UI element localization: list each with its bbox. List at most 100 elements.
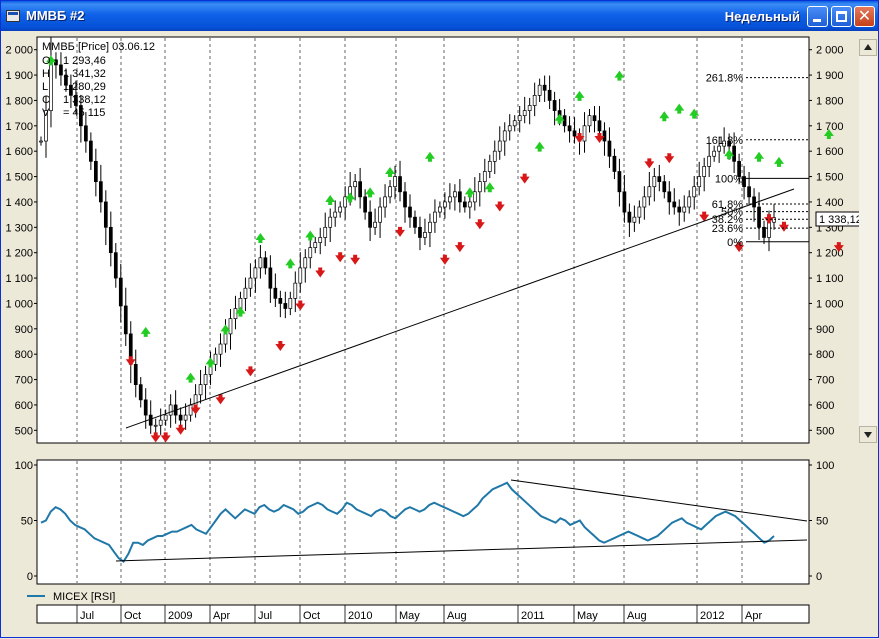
y-label-right: 900 bbox=[816, 324, 834, 336]
candle-body bbox=[747, 186, 751, 198]
candle-body bbox=[408, 206, 412, 218]
candle-body bbox=[273, 287, 278, 299]
candle-body bbox=[283, 303, 288, 309]
candle-body bbox=[203, 374, 208, 385]
candle-body bbox=[108, 226, 113, 254]
sell-signal-marker bbox=[519, 173, 530, 184]
fib-level-label: 23.6% bbox=[712, 223, 743, 235]
scroll-up-button[interactable] bbox=[859, 39, 877, 56]
buy-signal-marker bbox=[534, 141, 545, 152]
candle-body bbox=[293, 282, 298, 299]
candles bbox=[39, 37, 776, 438]
y-label-right: 500 bbox=[816, 425, 834, 437]
buy-signal-marker bbox=[773, 156, 784, 167]
candle-body bbox=[517, 115, 522, 122]
buy-signal-marker bbox=[325, 194, 336, 205]
candle-body bbox=[303, 257, 308, 269]
candle-body bbox=[527, 105, 532, 111]
fib-level-label: 161.8% bbox=[706, 135, 744, 147]
y-label-left: 800 bbox=[15, 349, 33, 361]
y-label-left: 1 200 bbox=[5, 248, 33, 260]
candle-body bbox=[378, 206, 382, 223]
candle-body bbox=[772, 217, 776, 223]
buy-signal-marker bbox=[674, 103, 685, 114]
candle-body bbox=[363, 196, 367, 213]
candle-body bbox=[333, 211, 338, 218]
y-label-left: 1 900 bbox=[5, 70, 33, 82]
title-bar[interactable]: ММВБ #2 Недельный ✕ bbox=[1, 1, 878, 31]
candle-body bbox=[118, 277, 123, 307]
candle-body bbox=[253, 267, 258, 279]
candle-body bbox=[183, 414, 188, 421]
candle-body bbox=[547, 89, 552, 101]
price-trend-line[interactable] bbox=[125, 188, 795, 429]
buy-signal-marker bbox=[385, 167, 396, 178]
sell-signal-marker bbox=[125, 356, 136, 367]
candle-body bbox=[233, 308, 238, 320]
maximize-button[interactable] bbox=[831, 6, 852, 27]
candle-body bbox=[612, 155, 617, 172]
chart-area[interactable]: Jul Oct 2009 Apr Jul Oct 2010 May Aug 2011 May Aug 2… bbox=[1, 31, 879, 639]
buy-signal-marker bbox=[689, 108, 700, 119]
time-label: Jul bbox=[80, 610, 94, 622]
y-label-right: 700 bbox=[816, 375, 834, 387]
sell-signal-marker bbox=[175, 424, 186, 435]
candle-body bbox=[597, 120, 602, 132]
rsi-panel[interactable] bbox=[36, 459, 810, 585]
candle-body bbox=[567, 125, 572, 132]
candle-body bbox=[163, 414, 168, 421]
candle-body bbox=[433, 211, 437, 223]
time-label: May bbox=[577, 610, 598, 622]
legend-value-l: 1 280,29 bbox=[63, 81, 106, 93]
rsi-label-left: 100 bbox=[15, 460, 33, 472]
candle-body bbox=[398, 176, 402, 193]
fib-level-label: 61.8% bbox=[712, 199, 743, 211]
candle-body bbox=[667, 191, 672, 203]
candle-body bbox=[313, 242, 318, 248]
sell-signal-marker bbox=[833, 242, 844, 253]
candle-body bbox=[213, 353, 218, 365]
fib-level-label: 100% bbox=[715, 173, 743, 185]
scroll-down-button[interactable] bbox=[859, 426, 877, 443]
candle-body bbox=[178, 414, 183, 421]
candle-body bbox=[133, 363, 138, 385]
rsi-support-line[interactable] bbox=[115, 539, 808, 562]
buy-signal-marker bbox=[464, 187, 475, 198]
candle-body bbox=[243, 287, 248, 299]
y-label-left: 1 500 bbox=[5, 172, 33, 184]
y-label-right: 1 800 bbox=[816, 95, 844, 107]
price-panel[interactable] bbox=[36, 36, 810, 444]
candle-body bbox=[223, 333, 228, 345]
legend-label-c: C bbox=[42, 94, 50, 106]
sell-signal-marker bbox=[474, 219, 485, 230]
candle-body bbox=[89, 140, 93, 162]
time-label: Apr bbox=[213, 610, 230, 622]
timeframe-label[interactable]: Недельный bbox=[724, 9, 800, 24]
legend-header: ММВБ [Price] 03.06.12 bbox=[42, 41, 155, 53]
buy-signal-marker bbox=[235, 306, 246, 317]
scrollbar-track[interactable] bbox=[859, 56, 877, 426]
time-label: Jul bbox=[258, 610, 272, 622]
sell-signal-marker bbox=[439, 254, 450, 265]
sell-signal-marker bbox=[150, 432, 161, 443]
buy-signal-marker bbox=[205, 357, 216, 368]
buy-signal-marker bbox=[614, 70, 625, 81]
candle-body bbox=[64, 74, 68, 86]
candle-body bbox=[228, 318, 233, 335]
candle-body bbox=[472, 191, 477, 203]
rsi-label-left: 50 bbox=[21, 516, 33, 528]
close-button[interactable]: ✕ bbox=[854, 6, 875, 27]
candle-body bbox=[552, 100, 557, 111]
candle-body bbox=[198, 384, 203, 396]
candle-body bbox=[383, 196, 387, 208]
minimize-button[interactable] bbox=[807, 6, 828, 27]
buy-signal-marker bbox=[285, 258, 296, 269]
y-label-right: 1 400 bbox=[816, 197, 844, 209]
candle-body bbox=[602, 130, 607, 142]
chart-app-icon[interactable] bbox=[6, 10, 20, 22]
y-label-right: 1 200 bbox=[816, 248, 844, 260]
candle-body bbox=[158, 419, 163, 426]
candle-body bbox=[487, 160, 492, 172]
rsi-resistance-line[interactable] bbox=[510, 479, 808, 522]
